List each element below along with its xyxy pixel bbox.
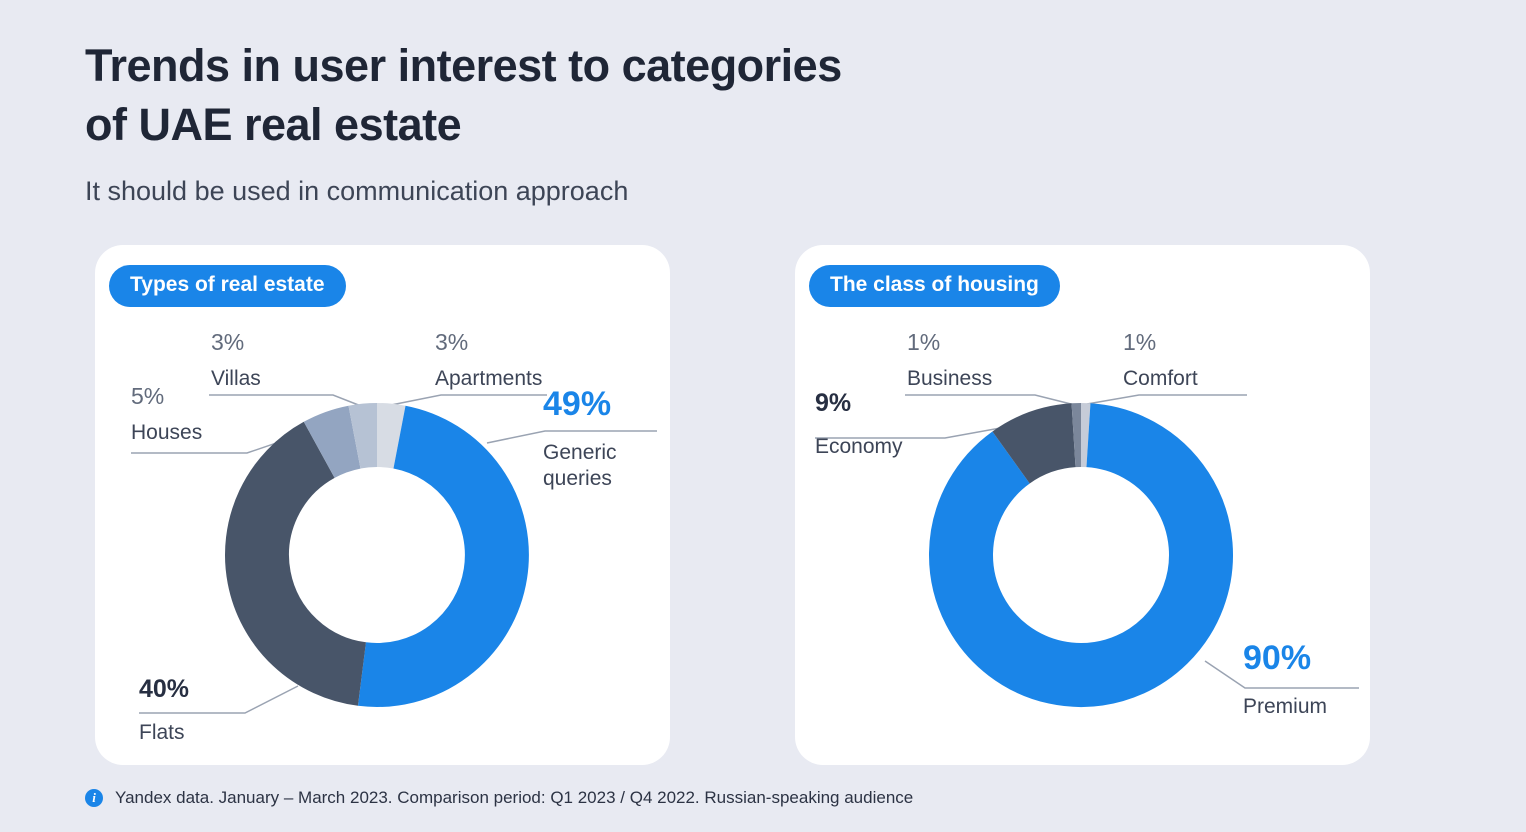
callout-comfort: 1% Comfort: [1123, 329, 1198, 392]
callout-villas: 3% Villas: [211, 329, 261, 392]
callout-flats-label: Flats: [139, 721, 185, 744]
footnote: i Yandex data. January – March 2023. Com…: [85, 788, 913, 808]
callout-houses: 5% Houses: [131, 383, 202, 446]
callout-premium-label: Premium: [1243, 695, 1328, 718]
callout-villas-value: 3%: [211, 329, 245, 355]
badge-class-of-housing: The class of housing: [809, 265, 1060, 307]
callout-houses-label: Houses: [131, 421, 203, 444]
callout-business-value: 1%: [907, 329, 941, 355]
callout-villas-label: Villas: [211, 367, 261, 390]
callout-apartments-value: 3%: [435, 329, 469, 355]
callout-business-label: Business: [907, 367, 993, 390]
callout-comfort-value: 1%: [1123, 329, 1157, 355]
callout-apartments: 3% Apartments: [435, 329, 542, 392]
page-title: Trends in user interest to categories of…: [85, 36, 842, 154]
callout-generic-queries-label: Generic queries: [543, 441, 617, 490]
callout-houses-value: 5%: [131, 383, 165, 409]
donut-chart-types-of-real-estate: [225, 403, 529, 707]
callout-comfort-label: Comfort: [1123, 367, 1198, 390]
donut-slice-houses: [303, 405, 362, 479]
page-title-line2: of UAE real estate: [85, 99, 462, 150]
callout-premium: 90% Premium: [1243, 639, 1327, 720]
donut-slice-flats: [225, 421, 367, 706]
callout-economy-label: Economy: [815, 435, 903, 458]
callout-economy-value: 9%: [815, 389, 852, 417]
donut-slice-generic-queries: [358, 405, 529, 707]
callout-generic-queries: 49% Generic queries: [543, 385, 663, 492]
callout-generic-queries-value: 49%: [543, 385, 612, 423]
donut-slice-premium: [929, 403, 1233, 707]
footnote-text: Yandex data. January – March 2023. Compa…: [115, 788, 914, 807]
page-title-line1: Trends in user interest to categories: [85, 40, 842, 91]
card-class-of-housing: The class of housing 1% Business 1% Comf…: [795, 245, 1370, 765]
callout-economy: 9% Economy: [815, 389, 903, 460]
card-types-of-real-estate: Types of real estate 3% Villas 3% Apartm…: [95, 245, 670, 765]
donut-chart-class-of-housing: [929, 402, 1233, 707]
callout-apartments-label: Apartments: [435, 367, 543, 390]
donut-slice-economy: [992, 403, 1077, 485]
badge-types-of-real-estate: Types of real estate: [109, 265, 346, 307]
donut-slice-villas: [348, 403, 378, 469]
callout-flats: 40% Flats: [139, 675, 189, 746]
callout-flats-value: 40%: [139, 675, 190, 703]
callout-business: 1% Business: [907, 329, 992, 392]
callout-premium-value: 90%: [1243, 639, 1312, 677]
donut-slice-apartments: [376, 403, 406, 469]
page-subtitle: It should be used in communication appro…: [85, 176, 629, 206]
info-icon: i: [85, 789, 103, 807]
